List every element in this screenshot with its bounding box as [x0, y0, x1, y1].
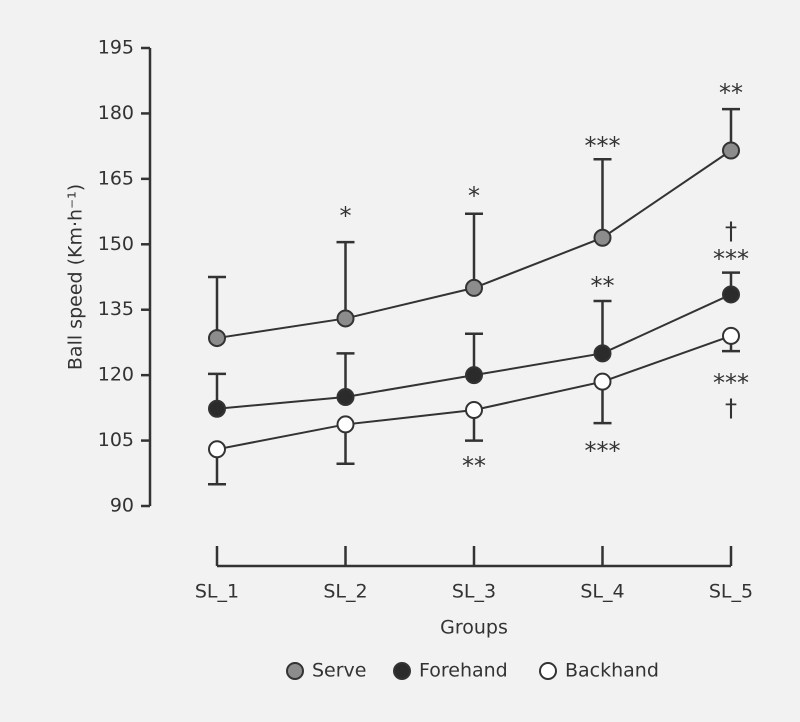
x-tick-label: SL_4 — [580, 581, 624, 603]
y-tick-label: 180 — [98, 102, 134, 124]
y-tick-label: 120 — [98, 364, 134, 386]
legend-label: Forehand — [419, 660, 508, 682]
data-point — [722, 285, 740, 304]
y-tick-label: 150 — [98, 233, 134, 255]
data-point — [722, 326, 740, 345]
data-point — [208, 329, 226, 348]
x-tick-label: SL_2 — [323, 581, 367, 603]
significance-annotation: ** — [462, 452, 486, 480]
x-axis-label: Groups — [440, 617, 508, 639]
data-point — [465, 366, 483, 385]
legend-label: Serve — [312, 660, 367, 682]
legend-label: Backhand — [565, 660, 659, 682]
x-tick-label: SL_5 — [709, 581, 753, 603]
significance-annotation: *** — [585, 437, 621, 465]
y-tick-label: 105 — [98, 429, 134, 451]
y-tick-label: 135 — [98, 298, 134, 320]
data-point — [336, 309, 355, 328]
legend-marker — [393, 662, 411, 680]
data-point — [336, 387, 355, 406]
data-point — [208, 440, 226, 459]
significance-annotation: *** — [713, 369, 749, 397]
y-tick-label: 90 — [110, 495, 134, 517]
significance-annotation: ** — [719, 79, 743, 107]
significance-annotation: *** — [713, 245, 749, 273]
data-point — [336, 415, 355, 434]
y-axis-label: Ball speed (Km·h⁻¹) — [65, 184, 87, 370]
x-tick-label: SL_3 — [452, 581, 496, 603]
significance-annotation: * — [340, 202, 352, 230]
data-point — [465, 278, 483, 297]
data-point — [593, 344, 612, 363]
legend-marker — [286, 662, 304, 680]
y-tick-label: 165 — [98, 167, 134, 189]
legend-marker — [539, 662, 557, 680]
significance-annotation: † — [725, 394, 737, 422]
data-point — [593, 228, 612, 247]
x-tick-label: SL_1 — [195, 581, 239, 603]
significance-annotation: † — [725, 217, 737, 245]
data-point — [722, 141, 740, 160]
y-tick-label: 195 — [98, 37, 134, 59]
significance-annotation: ** — [591, 272, 615, 300]
data-point — [593, 372, 612, 391]
significance-annotation: *** — [585, 132, 621, 160]
significance-annotation: * — [468, 182, 480, 210]
data-point — [465, 401, 483, 420]
data-point — [208, 399, 226, 418]
